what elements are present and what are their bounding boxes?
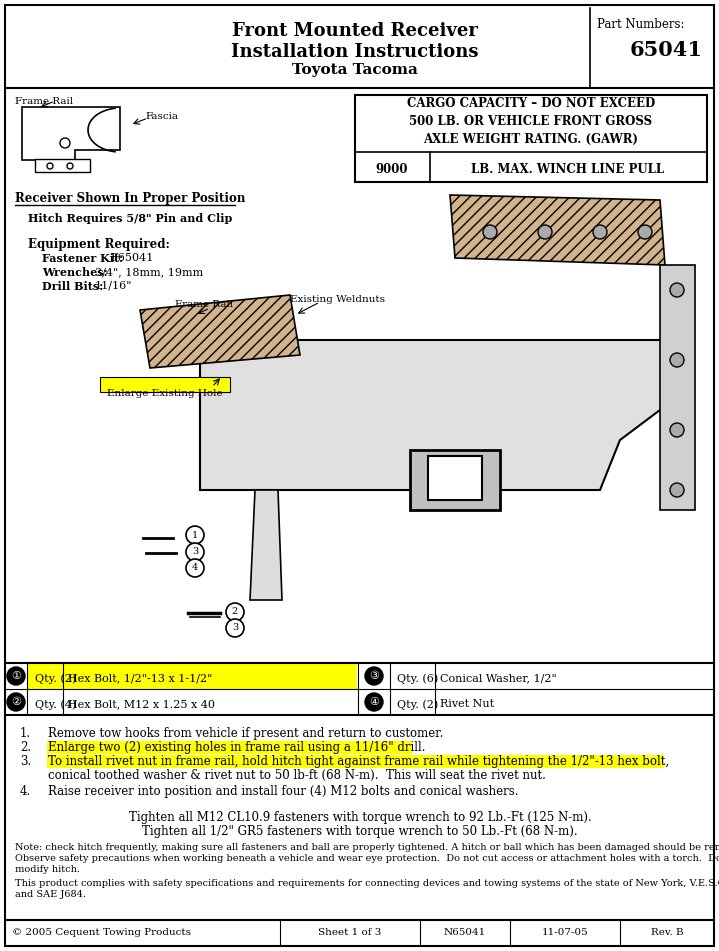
Text: ①: ① (11, 671, 21, 681)
Text: modify hitch.: modify hitch. (15, 865, 80, 874)
Circle shape (226, 619, 244, 637)
Text: Enlarge Existing Hole: Enlarge Existing Hole (107, 389, 223, 398)
Text: Receiver Shown In Proper Position: Receiver Shown In Proper Position (15, 192, 245, 205)
Text: 2: 2 (232, 608, 238, 616)
Text: Observe safety precautions when working beneath a vehicle and wear eye protectio: Observe safety precautions when working … (15, 854, 719, 863)
Text: ④: ④ (369, 697, 379, 707)
Circle shape (226, 603, 244, 621)
Text: Hitch Requires 5/8" Pin and Clip: Hitch Requires 5/8" Pin and Clip (28, 213, 232, 224)
Text: 3: 3 (192, 548, 198, 556)
Text: Tighten all M12 CL10.9 fasteners with torque wrench to 92 Lb.-Ft (125 N-m).: Tighten all M12 CL10.9 fasteners with to… (129, 811, 591, 824)
Text: Part Numbers:: Part Numbers: (597, 18, 684, 31)
Circle shape (483, 225, 497, 239)
Polygon shape (200, 340, 690, 490)
Text: Note: check hitch frequently, making sure all fasteners and ball are properly ti: Note: check hitch frequently, making sur… (15, 843, 719, 852)
Polygon shape (660, 265, 695, 510)
Text: Wrenches:: Wrenches: (42, 267, 108, 278)
Circle shape (7, 693, 25, 711)
Text: ②: ② (11, 697, 21, 707)
Text: LB. MAX. WINCH LINE PULL: LB. MAX. WINCH LINE PULL (472, 163, 664, 176)
Text: Qty. (6): Qty. (6) (397, 673, 439, 684)
Text: Frame Rail: Frame Rail (175, 300, 233, 309)
Text: 11-07-05: 11-07-05 (541, 928, 588, 937)
Text: Front Mounted Receiver: Front Mounted Receiver (232, 22, 478, 40)
Text: 3/4", 18mm, 19mm: 3/4", 18mm, 19mm (95, 267, 203, 277)
Text: Sheet 1 of 3: Sheet 1 of 3 (319, 928, 382, 937)
Text: 1: 1 (192, 531, 198, 539)
Text: N65041: N65041 (444, 928, 486, 937)
Bar (355, 95, 707, 182)
Bar (47, 741, 412, 754)
Circle shape (186, 559, 204, 577)
Text: 11/16": 11/16" (95, 281, 132, 291)
Text: 9000: 9000 (376, 163, 408, 176)
Text: and SAE J684.: and SAE J684. (15, 890, 86, 899)
Text: Fascia: Fascia (145, 112, 178, 121)
Text: Rivet Nut: Rivet Nut (440, 699, 494, 709)
Bar (428, 456, 482, 500)
Text: Hex Bolt, 1/2"-13 x 1-1/2": Hex Bolt, 1/2"-13 x 1-1/2" (68, 673, 212, 683)
Text: 4.: 4. (20, 785, 31, 798)
Text: 65041: 65041 (630, 40, 703, 60)
Text: Conical Washer, 1/2": Conical Washer, 1/2" (440, 673, 557, 683)
Circle shape (365, 693, 383, 711)
Text: This product complies with safety specifications and requirements for connecting: This product complies with safety specif… (15, 879, 719, 888)
Text: 2.: 2. (20, 741, 31, 754)
Bar (410, 450, 500, 510)
Text: Frame Rail: Frame Rail (15, 97, 73, 106)
Text: Hex Bolt, M12 x 1.25 x 40: Hex Bolt, M12 x 1.25 x 40 (68, 699, 215, 709)
Text: AXLE WEIGHT RATING. (GAWR): AXLE WEIGHT RATING. (GAWR) (423, 133, 638, 146)
Text: Qty. (2): Qty. (2) (35, 673, 76, 684)
Polygon shape (250, 490, 282, 600)
Circle shape (670, 353, 684, 367)
Text: Existing Weldnuts: Existing Weldnuts (290, 295, 385, 304)
Text: Rev. B: Rev. B (651, 928, 683, 937)
Text: © 2005 Cequent Towing Products: © 2005 Cequent Towing Products (12, 928, 191, 937)
Circle shape (7, 667, 25, 685)
Text: 3.: 3. (20, 755, 31, 768)
Text: Installation Instructions: Installation Instructions (232, 43, 479, 61)
Text: 4: 4 (192, 564, 198, 573)
Text: conical toothed washer & rivet nut to 50 lb-ft (68 N-m).  This will seat the riv: conical toothed washer & rivet nut to 50… (48, 769, 546, 782)
Circle shape (670, 423, 684, 437)
Text: 3: 3 (232, 624, 238, 632)
Bar (100, 377, 230, 392)
Text: ③: ③ (369, 671, 379, 681)
Text: Remove tow hooks from vehicle if present and return to customer.: Remove tow hooks from vehicle if present… (48, 727, 444, 740)
Circle shape (638, 225, 652, 239)
Circle shape (186, 526, 204, 544)
Text: Qty. (2): Qty. (2) (397, 699, 439, 709)
Circle shape (670, 283, 684, 297)
Polygon shape (140, 295, 300, 368)
Text: F65041: F65041 (110, 253, 153, 263)
Text: CARGO CAPACITY – DO NOT EXCEED: CARGO CAPACITY – DO NOT EXCEED (407, 97, 655, 110)
Text: Enlarge two (2) existing holes in frame rail using a 11/16" drill.: Enlarge two (2) existing holes in frame … (48, 741, 426, 754)
Text: To install rivet nut in frame rail, hold hitch tight against frame rail while ti: To install rivet nut in frame rail, hold… (48, 755, 669, 768)
Circle shape (365, 667, 383, 685)
Bar (47, 755, 664, 768)
Circle shape (593, 225, 607, 239)
Text: Equipment Required:: Equipment Required: (28, 238, 170, 251)
Bar (28, 664, 357, 689)
Text: 1.: 1. (20, 727, 31, 740)
Text: Raise receiver into position and install four (4) M12 bolts and conical washers.: Raise receiver into position and install… (48, 785, 518, 798)
Polygon shape (450, 195, 665, 265)
Text: Fastener Kit:: Fastener Kit: (42, 253, 123, 264)
Text: Tighten all 1/2" GR5 fasteners with torque wrench to 50 Lb.-Ft (68 N-m).: Tighten all 1/2" GR5 fasteners with torq… (142, 825, 578, 838)
Text: Toyota Tacoma: Toyota Tacoma (292, 63, 418, 77)
Circle shape (186, 543, 204, 561)
Circle shape (670, 483, 684, 497)
Circle shape (538, 225, 552, 239)
Text: Qty. (4): Qty. (4) (35, 699, 76, 709)
Bar (35, 159, 90, 172)
Text: 500 LB. OR VEHICLE FRONT GROSS: 500 LB. OR VEHICLE FRONT GROSS (409, 115, 653, 128)
Text: Drill Bits:: Drill Bits: (42, 281, 104, 292)
